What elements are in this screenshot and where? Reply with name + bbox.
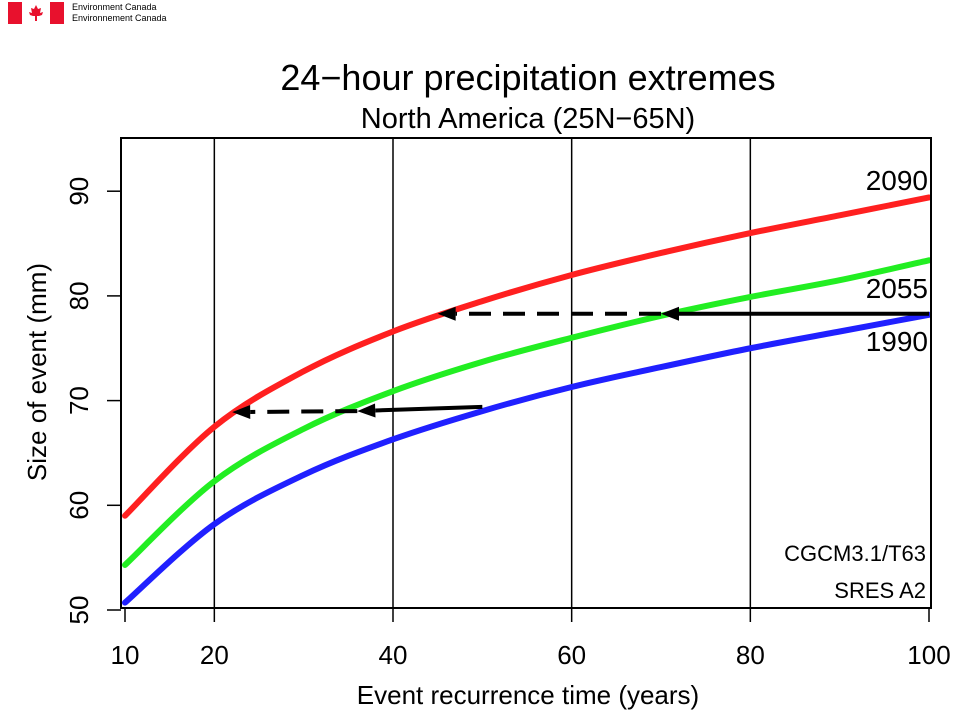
x-tick-label-40: 40 — [379, 640, 408, 670]
header: Environment Canada Environnement Canada — [0, 0, 960, 30]
x-axis-ticks: 10 20 40 60 80 100 — [111, 608, 951, 670]
canada-flag-icon — [8, 2, 64, 24]
plot-frame — [120, 137, 932, 609]
chart-subtitle: North America (25N−65N) — [361, 103, 695, 135]
org-name-english: Environment Canada — [72, 2, 157, 12]
series-line-1990 — [122, 311, 932, 606]
y-tick-label-90: 90 — [64, 177, 94, 206]
x-axis-label: Event recurrence time (years) — [357, 680, 699, 710]
x-tick-label-10: 10 — [111, 640, 140, 670]
maple-leaf-icon — [29, 5, 43, 21]
vertical-gridlines — [213, 138, 752, 608]
series-label-1990: 1990 — [866, 326, 928, 357]
x-tick-label-20: 20 — [200, 640, 229, 670]
org-name-french: Environnement Canada — [72, 13, 167, 23]
arrow-annotations — [232, 306, 929, 419]
arrowhead-3 — [232, 404, 251, 419]
series-label-2090: 2090 — [866, 165, 928, 196]
y-tick-label-70: 70 — [64, 386, 94, 415]
series-labels: 2090 2055 1990 — [866, 165, 928, 357]
arrowhead-0 — [661, 306, 679, 321]
y-axis-label: Size of event (mm) — [22, 263, 52, 481]
y-tick-label-50: 50 — [64, 596, 94, 625]
series-line-2055 — [122, 257, 932, 568]
scenario-annotation: SRES A2 — [834, 578, 926, 603]
series-line-2090 — [122, 194, 932, 519]
y-tick-label-60: 60 — [64, 491, 94, 520]
x-tick-label-60: 60 — [557, 640, 586, 670]
solid-arrow-2 — [375, 404, 483, 413]
y-axis-ticks: 50 60 70 80 90 — [64, 177, 121, 625]
model-annotation: CGCM3.1/T63 — [784, 541, 926, 566]
flag-left-band — [8, 2, 22, 24]
arrowhead-1 — [437, 306, 456, 321]
dashed-arrow-3 — [250, 409, 358, 414]
series-label-2055: 2055 — [866, 273, 928, 304]
y-tick-label-80: 80 — [64, 281, 94, 310]
flag-right-band — [50, 2, 64, 24]
arrowhead-2 — [357, 403, 376, 418]
x-tick-label-100: 100 — [907, 640, 950, 670]
chart-title: 24−hour precipitation extremes — [280, 57, 775, 98]
x-tick-label-80: 80 — [736, 640, 765, 670]
series-lines — [122, 194, 932, 606]
